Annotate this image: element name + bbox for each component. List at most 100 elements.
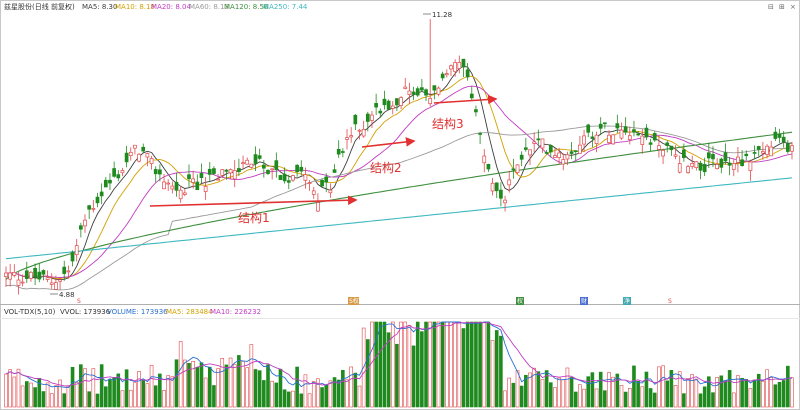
candle-body — [777, 134, 782, 138]
candle — [611, 134, 616, 145]
event-marker[interactable]: 财 — [581, 297, 587, 305]
candle-body — [752, 152, 757, 154]
candle — [627, 126, 632, 145]
candle-body — [532, 141, 537, 144]
candle-body — [162, 181, 166, 190]
candle-body — [182, 192, 187, 195]
candle-body — [83, 219, 87, 227]
toolbar-button-2[interactable]: ⊞ — [779, 3, 785, 11]
volume-bar — [420, 331, 424, 408]
candle-body — [174, 181, 179, 191]
volume-bar — [482, 321, 487, 408]
candle-body — [349, 135, 354, 138]
candle-body — [598, 123, 603, 129]
volume-bar — [386, 332, 391, 408]
volume-bar — [137, 371, 141, 408]
candle-body — [748, 161, 753, 171]
candle-body — [478, 133, 482, 135]
candle — [403, 77, 408, 90]
volume-bar — [245, 367, 250, 408]
candle — [532, 132, 537, 153]
candle — [598, 117, 603, 136]
volume-bar — [478, 321, 482, 408]
event-marker[interactable]: 权 — [517, 297, 523, 305]
candle-body — [166, 182, 171, 185]
volume-bar — [49, 393, 54, 408]
candle — [740, 150, 744, 167]
candle-body — [403, 86, 408, 89]
candle — [228, 168, 233, 179]
candle — [195, 174, 200, 191]
legend-ma5: MA5: 8.30 — [82, 3, 117, 11]
candle-body — [95, 196, 100, 204]
volume-bar — [66, 385, 71, 408]
volume-bar — [62, 393, 67, 408]
volume-bar — [432, 321, 437, 408]
candle — [569, 141, 574, 160]
volume-bar — [582, 388, 586, 408]
candle-body — [561, 159, 566, 165]
candle — [436, 86, 441, 97]
volume-bar — [70, 366, 75, 408]
candle-body — [665, 142, 670, 146]
candle — [62, 260, 67, 281]
candle-body — [528, 149, 532, 156]
vol-ma5: MA5: 283484 — [166, 308, 213, 316]
candle-body — [474, 109, 478, 113]
candle-body — [278, 175, 283, 180]
volume-bar — [108, 379, 112, 408]
candle — [253, 146, 258, 171]
event-marker[interactable]: S — [77, 298, 81, 305]
candle-body — [282, 173, 287, 182]
candle-body — [353, 114, 358, 125]
candle — [590, 131, 595, 148]
volume-bar — [528, 372, 532, 408]
candle — [345, 129, 349, 150]
close-icon[interactable]: × — [790, 3, 796, 11]
volume-bar — [79, 364, 83, 408]
candle — [623, 117, 628, 136]
candle — [573, 150, 578, 161]
candle — [128, 147, 133, 161]
event-marker[interactable]: S权 — [349, 297, 359, 305]
volume-bar — [257, 370, 262, 408]
candle-body — [20, 281, 25, 284]
volume-bar — [590, 372, 595, 408]
volume-bar — [690, 374, 694, 408]
candle-body — [261, 164, 266, 169]
volume-bar — [499, 335, 503, 408]
price-header: 兹星股份(日线 前复权) MA5: 8.30 MA10: 8.18 MA20: … — [4, 2, 308, 11]
volume-bar — [145, 383, 150, 408]
volume-bar — [661, 365, 665, 408]
event-marker[interactable]: 净 — [624, 297, 630, 305]
candle — [669, 145, 674, 156]
candle — [120, 167, 125, 177]
candle — [87, 204, 92, 219]
candle-body — [673, 154, 678, 157]
candle-body — [615, 123, 620, 129]
candle-body — [424, 89, 428, 96]
candle-body — [636, 133, 640, 136]
volume-bar — [469, 321, 474, 408]
volume-bar — [707, 376, 711, 408]
candle — [748, 159, 753, 181]
ma120-line — [5, 131, 793, 280]
candle-body — [453, 62, 457, 72]
event-marker[interactable]: S — [668, 298, 672, 305]
candle-body — [648, 142, 653, 145]
volume-bar — [4, 373, 8, 408]
candle-body — [386, 100, 391, 110]
candle-body — [228, 169, 233, 174]
toolbar-button-1[interactable]: ⊟ — [768, 3, 774, 11]
volume-bar — [266, 364, 270, 408]
volume-bar — [357, 385, 362, 408]
candle — [561, 153, 566, 171]
candle — [731, 159, 736, 177]
volume-bar — [149, 364, 154, 408]
volume-bar — [632, 365, 636, 408]
volume-bar — [494, 330, 499, 408]
volume-bar — [187, 362, 191, 408]
candle-body — [291, 175, 295, 181]
candle-body — [33, 268, 37, 278]
